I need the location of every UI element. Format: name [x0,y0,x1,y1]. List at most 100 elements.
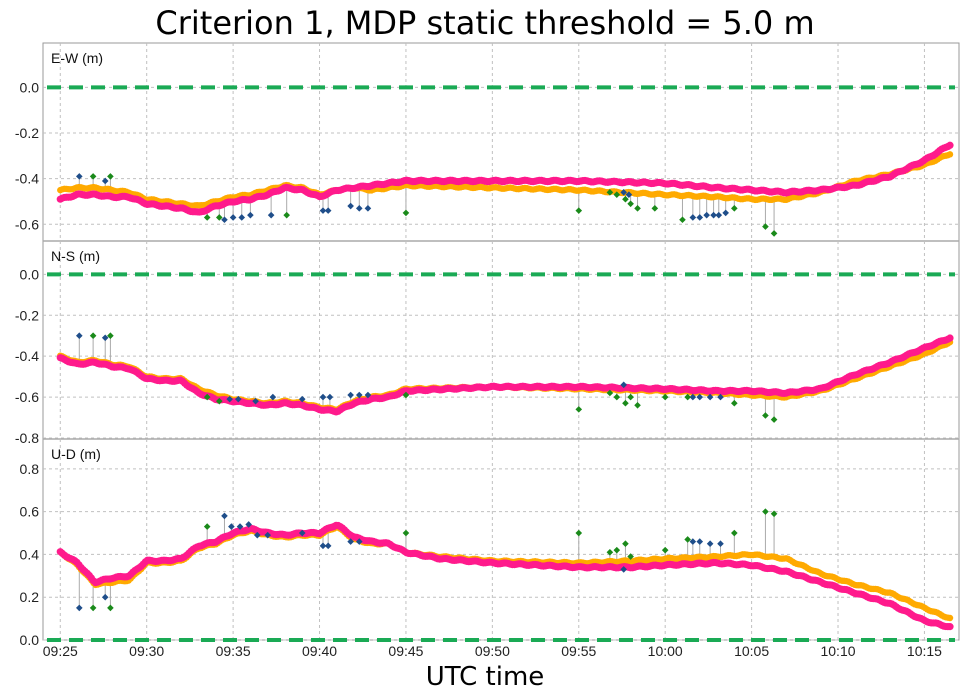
outlier-blue-point [324,542,332,550]
outlier-blue-point [347,538,354,545]
outlier-blue-point [269,393,277,401]
y-tick-label: -0.4 [15,348,39,364]
outlier-green-point [107,332,114,340]
outlier-blue-point [236,523,244,530]
outlier-green-point [89,604,97,612]
outlier-blue-point [722,209,729,217]
outlier-green-point [606,389,614,397]
outlier-blue-point [75,332,83,340]
y-tick-label: -0.2 [15,125,39,141]
outlier-green-point [215,214,223,221]
outlier-green-point [627,393,634,401]
outlier-blue-point [247,211,254,219]
outlier-blue-point [364,205,372,212]
outlier-green-point [575,529,583,537]
outlier-green-point [679,216,686,224]
outlier-green-point [731,205,738,212]
outlier-green-point [770,230,778,237]
y-tick-label: 0.8 [20,461,40,477]
outlier-blue-point [696,393,704,401]
outlier-green-point [731,399,738,407]
outlier-blue-point [324,207,332,214]
outlier-blue-point [298,529,306,537]
outlier-green-point [402,391,410,399]
x-tick-label: 09:55 [561,643,596,659]
y-tick-label: 0.0 [20,632,40,648]
outlier-blue-point [625,191,633,198]
x-tick-label: 09:40 [302,643,337,659]
pink-track-point [946,141,954,149]
outlier-blue-point [355,538,363,545]
pink-track-point [946,623,954,631]
outlier-blue-point [620,566,628,573]
outlier-green-point [622,540,629,548]
x-tick-label: 09:35 [216,643,251,659]
outlier-green-point [627,553,634,560]
outlier-green-point [622,195,629,203]
outlier-blue-point [355,205,363,212]
outlier-green-point [622,399,629,407]
outlier-blue-point [710,211,717,219]
plot-frame [42,42,960,641]
outlier-blue-point [355,391,363,399]
outlier-blue-point [228,523,235,530]
y-tick-label: 0.0 [20,79,40,95]
x-tick-label: 10:15 [907,643,942,659]
outlier-green-point [402,529,410,537]
outlier-blue-point [620,189,628,196]
outlier-blue-point [101,177,109,185]
panel-label: N-S (m) [51,248,100,264]
x-tick-label: 10:05 [734,643,769,659]
orange-track-point [946,151,954,158]
outlier-blue-point [689,214,697,221]
outlier-green-point [613,191,621,198]
panel-0: 0.0 -0.2 -0.4 -0.6 E-W (m) [15,43,959,241]
x-tick-label: 10:00 [648,643,683,659]
x-tick-label: 10:10 [820,643,855,659]
outlier-green-point [89,173,97,180]
outlier-blue-point [75,173,83,180]
outlier-green-point [107,173,114,180]
outlier-green-point [283,211,290,219]
outlier-blue-point [696,538,704,545]
outlier-blue-point [347,391,354,399]
outlier-blue-point [229,214,237,221]
outlier-green-point [627,200,634,208]
outlier-blue-point [706,393,714,401]
outlier-green-point [575,406,583,413]
outlier-blue-point [717,393,724,401]
panel-2: 0.8 0.6 0.4 0.2 0.0 U-D (m) [20,438,959,648]
chart-title: Criterion 1, MDP static threshold = 5.0 … [155,4,815,42]
outlier-green-point [770,416,778,423]
outlier-green-point [203,393,211,401]
panel-1: 0.0 -0.2 -0.4 -0.6 -0.8 N-S (m) [15,240,959,446]
outlier-green-point [762,412,769,419]
outlier-blue-point [298,395,306,403]
outlier-blue-point [703,211,710,219]
y-tick-label: 0.0 [20,266,40,282]
outlier-blue-point [267,211,275,219]
x-tick-label: 09:50 [475,643,510,659]
outlier-green-point [684,536,691,543]
outlier-blue-point [101,593,109,601]
outlier-green-point [606,189,614,196]
outlier-green-point [661,393,669,401]
outlier-green-point [203,523,211,530]
outlier-green-point [762,508,769,515]
outlier-blue-point [715,211,723,219]
outlier-blue-point [238,214,246,221]
y-tick-label: -0.8 [15,430,39,446]
panel-label: U-D (m) [51,446,101,462]
outlier-blue-point [101,334,109,342]
y-tick-label: -0.6 [15,389,39,405]
pink-track-point [946,334,954,342]
outlier-blue-point [319,393,327,401]
outlier-green-point [215,397,223,405]
outlier-blue-point [75,604,83,612]
outlier-blue-point [234,395,242,403]
outlier-blue-point [364,391,372,399]
x-tick-label: 09:25 [43,643,78,659]
outlier-green-point [613,393,621,401]
outlier-blue-point [706,540,714,548]
